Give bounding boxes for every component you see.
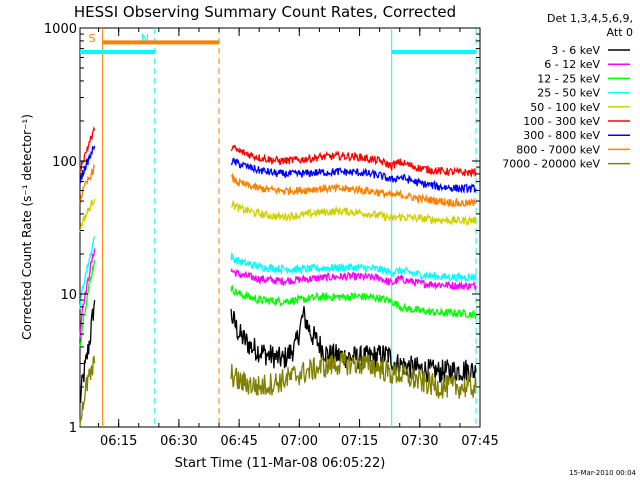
series-line xyxy=(79,355,96,427)
x-tick-label: 07:00 xyxy=(281,434,318,449)
y-tick-label: 1 xyxy=(69,421,77,436)
series-line xyxy=(230,200,477,226)
series-line xyxy=(230,284,477,319)
series-line xyxy=(79,248,96,338)
y-tick-label: 1000 xyxy=(44,22,77,37)
series-line xyxy=(79,300,96,403)
marker-label: S xyxy=(89,32,96,45)
series-line xyxy=(79,236,96,309)
series-line xyxy=(230,251,477,283)
footer-date: 15-Mar-2010 00:04 xyxy=(569,469,636,477)
chart-title: HESSI Observing Summary Count Rates, Cor… xyxy=(74,3,456,21)
series-line xyxy=(230,157,477,195)
x-tick-label: 06:45 xyxy=(220,434,257,449)
x-axis-label: Start Time (11-Mar-08 06:05:22) xyxy=(175,456,386,471)
series-line xyxy=(230,306,477,384)
plot-frame xyxy=(79,27,481,428)
series-line xyxy=(79,198,96,233)
series-line xyxy=(79,259,96,347)
y-tick-label: 100 xyxy=(52,155,77,170)
y-axis-label: Corrected Count Rate (s⁻¹ detector⁻¹) xyxy=(20,114,34,340)
series-line xyxy=(79,163,96,204)
legend-header-line-1: Det 1,3,4,5,6,9, xyxy=(547,12,633,25)
legend-entry-label: 12 - 25 keV xyxy=(537,72,600,85)
x-tick-label: 06:30 xyxy=(160,434,197,449)
legend-entry-label: 300 - 800 keV xyxy=(523,129,600,142)
legend-entry-label: 800 - 7000 keV xyxy=(516,143,600,156)
legend-entry-label: 6 - 12 keV xyxy=(544,58,600,71)
series-line xyxy=(79,125,96,172)
x-tick-label: 07:45 xyxy=(461,434,498,449)
y-tick-label: 10 xyxy=(60,288,77,303)
series-line xyxy=(230,351,477,399)
legend-header-line-2: Att 0 xyxy=(607,26,633,39)
legend-entry-label: 25 - 50 keV xyxy=(537,87,600,100)
legend-entry-label: 100 - 300 keV xyxy=(523,115,600,128)
x-tick-label: 07:30 xyxy=(401,434,438,449)
x-tick-label: 07:15 xyxy=(341,434,378,449)
series-line xyxy=(230,267,477,292)
series-line xyxy=(230,144,477,178)
legend-entry-label: 50 - 100 keV xyxy=(530,101,600,114)
legend-entry-label: 7000 - 20000 keV xyxy=(502,158,600,171)
legend-entry-label: 3 - 6 keV xyxy=(551,44,600,57)
x-tick-label: 06:15 xyxy=(100,434,137,449)
series-line xyxy=(79,145,96,184)
series-line xyxy=(230,172,477,208)
marker-label: N xyxy=(141,32,149,45)
